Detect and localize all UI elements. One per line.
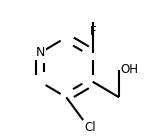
Text: N: N <box>35 47 45 59</box>
Text: F: F <box>89 25 96 38</box>
Text: OH: OH <box>120 63 138 76</box>
Text: Cl: Cl <box>84 121 96 134</box>
